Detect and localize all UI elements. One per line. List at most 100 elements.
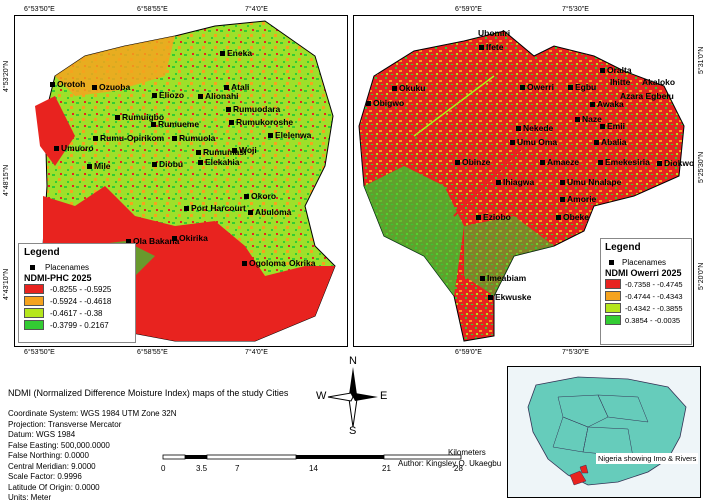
left-bottom-tick-3: 7°4'0"E [245,349,268,356]
place-label: Okuku [392,84,425,93]
place-label: Rumueme [151,120,199,129]
place-marker [226,107,231,113]
compass-s: S [349,425,357,437]
place-marker [479,45,484,51]
place-marker [600,68,605,74]
place-marker [151,122,156,128]
legend-class-row: -0.7358 - -0.4745 [605,278,687,290]
place-label: Emekesiria [598,158,650,167]
nigeria-inset-map [527,376,687,486]
legend-title: Legend [605,242,641,253]
legend-point-row: Placenames [605,256,687,268]
place-marker [476,215,481,221]
place-label: Rumu-Opirikom [93,134,164,143]
place-marker [184,206,189,212]
scale-tick: 14 [309,464,318,473]
left-top-tick-3: 7°4'0"E [245,6,268,13]
projection-line: Scale Factor: 0.9996 [8,472,82,481]
place-label: Rumuigbo [115,113,164,122]
place-label: Azara Egbelu [620,91,674,101]
place-label: Eneka [220,49,252,58]
place-label: Ogoloma [242,259,286,268]
place-marker [87,164,92,170]
left-lat-tick-1: 4°53'20"N [3,60,10,92]
place-marker [220,51,225,57]
left-lat-tick-3: 4°43'10"N [3,268,10,300]
place-marker [516,126,521,132]
place-marker [242,261,247,267]
place-label: Oralta [600,66,632,75]
place-label: Ifete [479,43,503,52]
place-label: Ubomiri [478,28,511,38]
compass-rose-icon [327,367,378,428]
place-label: Port Harcourt [184,204,246,213]
place-marker [392,86,397,92]
place-marker [594,140,599,146]
place-marker [510,140,515,146]
place-marker [568,85,573,91]
scale-tick: 0 [161,464,166,473]
projection-line: Units: Meter [8,493,52,502]
place-marker [198,160,203,166]
projection-line: Central Meridian: 9.0000 [8,461,96,471]
right-lat-tick-3: 5°20'0"N [698,262,705,290]
place-label: Amaeze [540,158,579,167]
place-marker [229,120,234,126]
place-marker [54,146,59,152]
right-top-tick-2: 7°5'30"E [562,6,589,13]
place-label: Woji [232,146,257,155]
place-label: Okirika [172,234,208,243]
right-bottom-tick-1: 6°59'0"E [455,349,482,356]
legend-class-row: -0.5924 - -0.4618 [24,295,130,307]
left-top-tick-1: 6°53'50"E [24,6,55,13]
left-lat-tick-2: 4°48'15"N [3,164,10,196]
place-marker [520,85,525,91]
right-lat-tick-2: 5°25'30"N [698,151,705,183]
left-legend: Legend Placenames NDMI-PHC 2025 -0.8255 … [18,243,136,343]
place-marker [455,160,460,166]
legend-class-row: -0.8255 - -0.5925 [24,283,130,295]
projection-info: Coordinate System: WGS 1984 UTM Zone 32N… [8,409,177,504]
place-label: Rumuodara [226,105,280,114]
place-label: Ekwuske [488,293,531,302]
place-label: Obeke [556,213,589,222]
place-label: Elelenwa [268,131,311,140]
legend-class-row: -0.4342 - -0.3855 [605,302,687,314]
place-label: Egbu [568,83,596,92]
inset-map: Nigeria showing Imo & Rivers [507,366,701,498]
left-bottom-tick-1: 6°53'50"E [24,349,55,356]
place-label: Awaka [590,100,624,109]
place-marker [575,117,580,123]
right-map-raster [358,30,685,342]
place-marker [600,124,605,130]
place-marker [268,133,273,139]
scale-tick: 3.5 [196,464,208,473]
projection-line: False Northing: 0.0000 [8,451,89,460]
projection-line: Datum: WGS 1984 [8,430,76,439]
place-marker [115,115,120,121]
place-marker [540,160,545,166]
place-label: Ihiagwa [496,178,534,187]
place-label: Atali [224,83,249,92]
place-label: Orotoh [50,80,85,89]
place-marker [152,93,157,99]
place-label: Naze [575,115,602,124]
place-label: Alionahi [198,92,239,101]
place-marker [248,210,253,216]
place-label: Emii [600,122,625,131]
place-marker [366,101,371,107]
place-label: Umu Oma [510,138,557,147]
place-label: Mile [87,162,111,171]
north-arrow: N S W E [316,355,388,437]
place-label: Rumumasi [196,148,246,157]
projection-line: Projection: Transverse Mercator [8,419,122,429]
place-marker [224,85,229,91]
legend-class-row: -0.3799 - 0.2167 [24,319,130,331]
place-marker [488,295,493,301]
place-marker [196,150,201,156]
place-label: Umu Nnalape [560,178,621,187]
place-label: Eziobo [476,213,511,222]
map-caption: NDMI (Normalized Difference Moisture Ind… [8,388,289,398]
place-marker [560,180,565,186]
legend-class-row: -0.4617 - -0.38 [24,307,130,319]
